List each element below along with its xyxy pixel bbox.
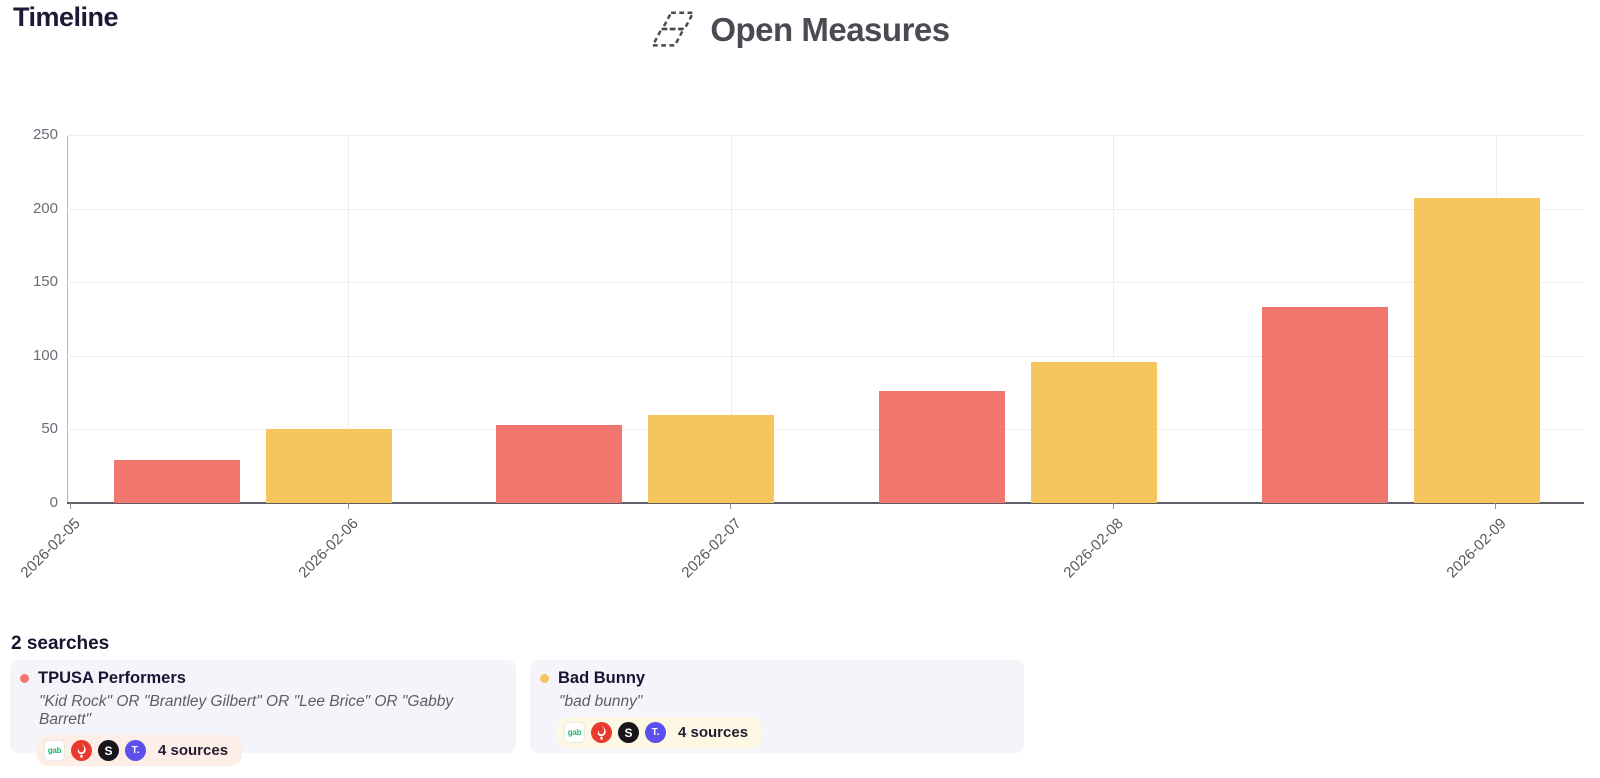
gettr-icon [71,740,92,761]
y-tick-label: 0 [49,494,58,511]
bar-tpusa-performers-2026-02-08[interactable] [1261,307,1388,503]
x-gridline [730,135,732,503]
y-gridline [67,208,1584,210]
bar-tpusa-performers-2026-02-05[interactable] [113,460,240,503]
series-color-dot [20,674,29,683]
gab-icon: gab [44,740,65,761]
x-gridline [1113,135,1114,503]
x-tick-mark [69,503,71,509]
source-icons: gab S T. [564,722,666,743]
x-tick-mark [730,503,731,509]
open-measures-logo-icon [650,8,696,52]
x-axis-line [67,502,1584,504]
searches-heading: 2 searches [11,633,110,654]
truth-social-icon: T. [645,722,666,743]
x-tick-label: 2026-02-06 [295,515,363,582]
x-tick-mark [347,503,349,509]
sources-pill: gab S T. 4 sources [37,735,243,766]
timeline-chart: 0 50 100 150 200 250 2026-02-05 2026-02-06 2026-… [17,126,1584,582]
search-card-bad-bunny[interactable]: Bad Bunny "bad bunny" gab S T. 4 sources [530,660,1024,753]
x-tick-label: 2026-02-07 [678,515,745,582]
y-axis-line [67,135,68,503]
search-cards: TPUSA Performers "Kid Rock" OR "Brantley… [10,660,1024,766]
gettr-icon [591,722,612,743]
bar-bad-bunny-2026-02-07[interactable] [1030,361,1157,503]
search-card-tpusa-performers[interactable]: TPUSA Performers "Kid Rock" OR "Brantley… [10,660,516,766]
x-tick-label: 2026-02-08 [1060,515,1128,582]
search-card-query: "Kid Rock" OR "Brantley Gilbert" OR "Lee… [39,693,454,728]
scored-icon: S [618,722,639,743]
y-tick-label: 100 [32,346,58,364]
brand-title: Open Measures [710,11,950,48]
x-tick-mark [1112,503,1114,509]
x-tick-label: 2026-02-05 [17,515,85,582]
y-gridline [67,355,1584,357]
y-gridline [67,135,1584,136]
x-gridline [348,135,349,503]
sources-count-label: 4 sources [158,742,229,759]
x-tick-label: 2026-02-09 [1443,515,1510,582]
bar-bad-bunny-2026-02-08[interactable] [1413,198,1540,503]
bar-bad-bunny-2026-02-05[interactable] [265,429,392,503]
series-color-dot [540,674,549,683]
y-tick-label: 200 [32,199,58,217]
page-title: Timeline [13,2,119,32]
search-card-title: Bad Bunny [558,669,646,687]
y-tick-label: 50 [41,420,58,438]
bar-tpusa-performers-2026-02-06[interactable] [496,424,622,503]
x-tick-mark [1495,503,1496,509]
brand-header: Open Measures [0,8,1600,52]
y-gridline [67,282,1584,284]
search-card-query: "bad bunny" [559,693,643,710]
plot-area [67,135,1584,509]
search-card-title: TPUSA Performers [38,669,186,687]
source-icons: gab S T. [44,740,146,761]
truth-social-icon: T. [125,740,146,761]
y-tick-label: 150 [32,273,58,291]
bar-bad-bunny-2026-02-06[interactable] [648,414,774,503]
sources-count-label: 4 sources [678,724,749,741]
gab-icon: gab [564,722,585,743]
scored-icon: S [98,740,119,761]
bar-tpusa-performers-2026-02-07[interactable] [878,391,1005,503]
y-tick-label: 250 [32,126,58,143]
sources-pill: gab S T. 4 sources [557,717,763,748]
y-gridline [67,429,1584,431]
